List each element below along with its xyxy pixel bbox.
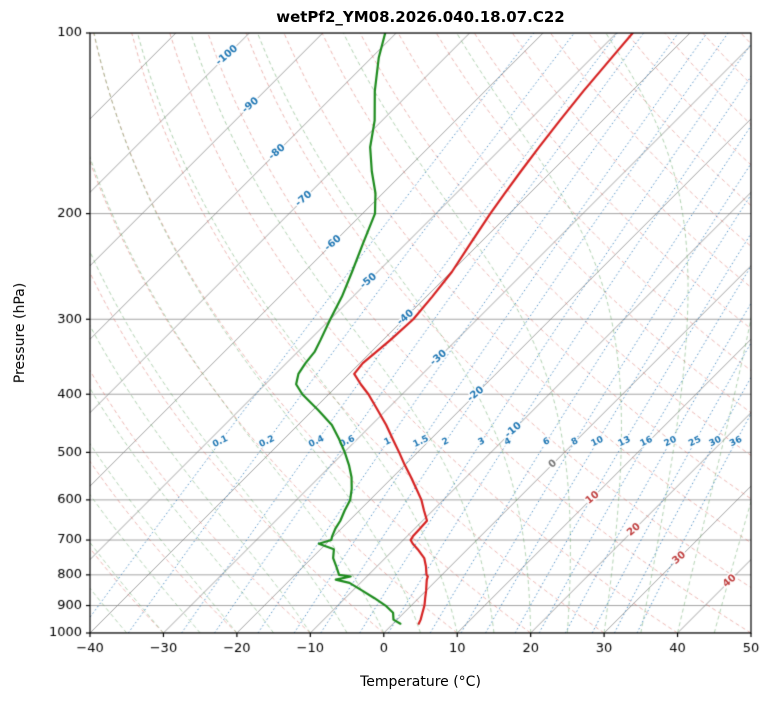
chart-title: wetPf2_YM08.2026.040.18.07.C22: [276, 8, 565, 26]
y-axis-label: Pressure (hPa): [12, 282, 28, 384]
x-axis-label: Temperature (°C): [360, 674, 481, 690]
